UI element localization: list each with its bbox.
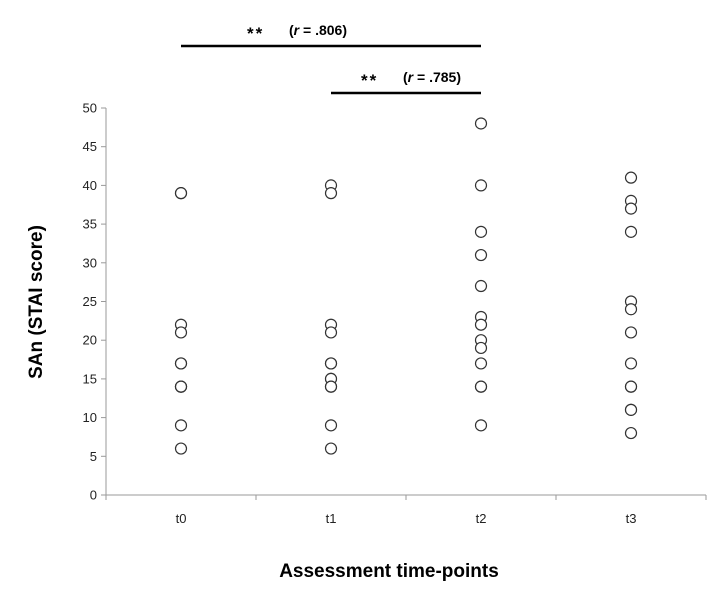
paren-close: ) [342, 22, 347, 38]
data-point [624, 426, 638, 440]
y-tick-label: 45 [83, 139, 97, 154]
y-tick-label: 5 [90, 449, 97, 464]
data-point [624, 225, 638, 238]
paren-open: ( [403, 69, 408, 85]
data-point [624, 380, 638, 393]
y-tick-label: 15 [83, 371, 97, 386]
data-point [174, 187, 188, 200]
data-point [324, 187, 338, 200]
x-tick-label: t2 [476, 511, 487, 526]
data-point [324, 380, 338, 393]
significance-stars: ** [247, 24, 264, 43]
significance-stars: ** [361, 71, 378, 90]
data-point [474, 341, 488, 355]
y-tick-label: 20 [83, 333, 97, 348]
correlation-symbol: r [408, 69, 415, 85]
data-points [174, 117, 638, 455]
data-point [474, 225, 488, 238]
data-point [324, 442, 338, 455]
data-point [624, 326, 638, 339]
data-point [324, 326, 338, 339]
correlation-label: (r = .806) [289, 22, 347, 38]
data-point [324, 419, 338, 432]
y-tick-label: 25 [83, 294, 97, 309]
data-point [624, 202, 638, 215]
y-tick-label: 30 [83, 255, 97, 270]
data-point [624, 403, 638, 416]
y-tick-label: 50 [83, 101, 97, 116]
data-point [474, 279, 488, 293]
data-point [174, 357, 188, 370]
y-axis-title: SAn (STAI score) [26, 225, 47, 379]
x-axis-title: Assessment time-points [279, 561, 499, 582]
data-point [474, 117, 488, 130]
paren-open: ( [289, 22, 294, 38]
data-point [624, 303, 638, 316]
data-point [624, 171, 638, 184]
data-point [474, 248, 488, 262]
correlation-symbol: r [294, 22, 301, 38]
x-axis: t0 t1 t2 t3 [105, 494, 707, 526]
data-point [474, 318, 488, 331]
data-point [474, 380, 488, 393]
data-point [624, 357, 638, 370]
data-point [474, 419, 488, 432]
y-tick-label: 0 [90, 488, 97, 503]
data-point [324, 357, 338, 370]
data-point [174, 380, 188, 393]
x-tick-label: t1 [326, 511, 337, 526]
correlation-value: = .785 [413, 69, 456, 85]
y-tick-label: 10 [83, 410, 97, 425]
data-point [474, 179, 488, 192]
y-tick-label: 35 [83, 217, 97, 232]
data-point [474, 357, 488, 370]
y-axis: 0 5 10 15 20 25 30 35 40 45 50 [83, 101, 107, 503]
y-tick-label: 40 [83, 178, 97, 193]
data-point [174, 419, 188, 432]
data-point [174, 442, 188, 455]
correlation-value: = .806 [299, 22, 342, 38]
paren-close: ) [456, 69, 461, 85]
correlation-label: (r = .785) [403, 69, 461, 85]
data-point [174, 326, 188, 339]
significance-brackets: ** (r = .806)** (r = .785) [181, 22, 481, 95]
x-tick-label: t0 [176, 511, 187, 526]
x-tick-label: t3 [626, 511, 637, 526]
